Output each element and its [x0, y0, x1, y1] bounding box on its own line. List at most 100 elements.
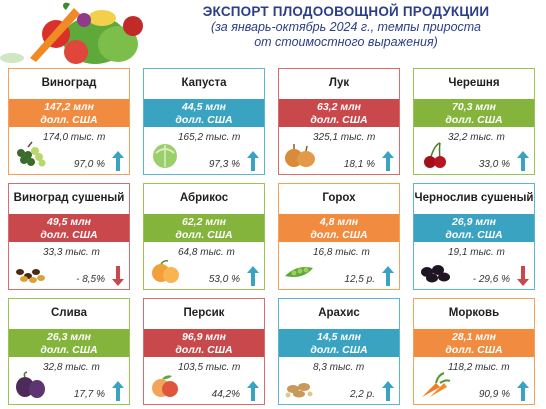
- card-name: Персик: [183, 307, 225, 319]
- card-volume: 118,2 тыс. т: [448, 362, 510, 373]
- card-name: Абрикос: [179, 192, 229, 204]
- vegetables-illustration: [0, 2, 143, 64]
- card-peach: Персик 96,9 млн долл. США 103,5 тыс. т 44…: [143, 298, 265, 405]
- card-value: 4,8 млн: [319, 216, 359, 228]
- arrow-up-icon: [517, 151, 529, 171]
- card-growth: 12,5 р.: [344, 274, 375, 285]
- arrow-up-icon: [382, 381, 394, 401]
- card-cherry: Черешня 70,3 млн долл. США 32,2 тыс. т 33…: [413, 68, 535, 175]
- card-value: 49,5 млн: [47, 216, 91, 228]
- card-growth: 2,2 р.: [349, 389, 375, 400]
- card-value: 96,9 млн: [182, 331, 226, 343]
- card-raisins: Виноград сушеный 49,5 млн долл. США 33,3 …: [8, 183, 130, 290]
- card-volume: 325,1 тыс. т: [313, 132, 376, 143]
- card-unit: долл. США: [175, 228, 233, 241]
- card-growth: 18,1 %: [343, 159, 375, 170]
- card-value: 28,1 млн: [452, 331, 496, 343]
- card-unit: долл. США: [175, 113, 233, 126]
- card-name: Капуста: [181, 77, 227, 89]
- grapes-icon: [17, 141, 46, 167]
- card-volume: 103,5 тыс. т: [178, 362, 241, 373]
- card-value: 26,3 млн: [47, 331, 91, 343]
- subtitle-line-2: от стоимостного выражения): [254, 35, 438, 49]
- card-value-band: 26,9 млн долл. США: [414, 214, 534, 242]
- card-volume: 64,8 тыс. т: [178, 247, 235, 258]
- card-apricot: Абрикос 62,2 млн долл. США 64,8 тыс. т 53…: [143, 183, 265, 290]
- arrow-up-icon: [112, 381, 124, 401]
- card-unit: долл. США: [175, 343, 233, 356]
- card-plum: Слива 26,3 млн долл. США 32,8 тыс. т 17,7…: [8, 298, 130, 405]
- card-prunes: Чернослив сушеный 26,9 млн долл. США 19,1…: [413, 183, 535, 290]
- card-value-band: 44,5 млн долл. США: [144, 99, 264, 127]
- card-volume: 174,0 тыс. т: [43, 132, 106, 143]
- card-value-band: 26,3 млн долл. США: [9, 329, 129, 357]
- card-volume: 165,2 тыс. т: [178, 132, 241, 143]
- arrow-up-icon: [382, 151, 394, 171]
- card-name: Виноград сушеный: [13, 192, 125, 204]
- arrow-up-icon: [247, 151, 259, 171]
- card-volume: 32,8 тыс. т: [43, 362, 100, 373]
- card-peanut: Арахис 14,5 млн долл. США 8,3 тыс. т 2,2 …: [278, 298, 400, 405]
- card-unit: долл. США: [310, 343, 368, 356]
- arrow-up-icon: [112, 151, 124, 171]
- card-growth: 33,0 %: [478, 159, 510, 170]
- card-unit: долл. США: [40, 113, 98, 126]
- card-volume: 8,3 тыс. т: [313, 362, 365, 373]
- prunes-icon: [421, 265, 450, 283]
- card-growth: - 29,6 %: [472, 274, 510, 285]
- card-value: 147,2 млн: [44, 101, 94, 113]
- arrow-up-icon: [517, 381, 529, 401]
- page-title: ЭКСПОРТ ПЛОДООВОЩНОЙ ПРОДУКЦИИ: [202, 4, 490, 19]
- card-value-band: 63,2 млн долл. США: [279, 99, 399, 127]
- card-name: Лук: [328, 77, 350, 89]
- card-unit: долл. США: [445, 113, 503, 126]
- card-name: Виноград: [41, 77, 97, 89]
- card-carrot: Морковь 28,1 млн долл. США 118,2 тыс. т 9…: [413, 298, 535, 405]
- card-unit: долл. США: [40, 343, 98, 356]
- peach-icon: [152, 375, 178, 397]
- card-volume: 33,3 тыс. т: [43, 247, 100, 258]
- card-name: Слива: [51, 307, 87, 319]
- card-growth: 17,7 %: [73, 389, 105, 400]
- card-name: Морковь: [448, 307, 500, 319]
- card-unit: долл. США: [310, 113, 368, 126]
- card-unit: долл. США: [445, 228, 503, 241]
- card-name: Арахис: [318, 307, 360, 319]
- card-value-band: 70,3 млн долл. США: [414, 99, 534, 127]
- subtitle-line-1: (за январь-октябрь 2024 г., темпы прирос…: [210, 20, 482, 34]
- card-value-band: 14,5 млн долл. США: [279, 329, 399, 357]
- apricot-icon: [152, 260, 179, 283]
- card-value: 26,9 млн: [452, 216, 496, 228]
- arrow-up-icon: [247, 266, 259, 286]
- card-unit: долл. США: [310, 228, 368, 241]
- arrow-up-icon: [247, 381, 259, 401]
- card-value: 62,2 млн: [182, 216, 226, 228]
- card-growth: 53,0 %: [208, 274, 240, 285]
- card-volume: 32,2 тыс. т: [448, 132, 505, 143]
- card-name: Черешня: [448, 77, 500, 89]
- card-onion: Лук 63,2 млн долл. США 325,1 тыс. т 18,1 …: [278, 68, 400, 175]
- card-growth: 90,9 %: [478, 389, 510, 400]
- peanut-icon: [285, 383, 313, 398]
- peas-icon: [285, 267, 313, 277]
- card-value-band: 62,2 млн долл. США: [144, 214, 264, 242]
- card-growth: - 8,5%: [76, 274, 105, 285]
- card-unit: долл. США: [40, 228, 98, 241]
- card-grapes: Виноград 147,2 млн долл. США 174,0 тыс. т…: [8, 68, 130, 175]
- cabbage-icon: [153, 144, 177, 168]
- card-name: Горох: [322, 192, 356, 204]
- arrow-down-icon: [517, 266, 529, 286]
- card-value: 44,5 млн: [182, 101, 226, 113]
- card-growth: 44,2%: [211, 389, 240, 400]
- card-unit: долл. США: [445, 343, 503, 356]
- carrot-icon: [422, 372, 451, 397]
- card-growth: 97,3 %: [208, 159, 240, 170]
- onion-icon: [285, 144, 315, 167]
- card-value-band: 4,8 млн долл. США: [279, 214, 399, 242]
- card-value: 14,5 млн: [317, 331, 361, 343]
- card-growth: 97,0 %: [73, 159, 105, 170]
- plum-icon: [16, 371, 45, 398]
- card-value-band: 147,2 млн долл. США: [9, 99, 129, 127]
- card-volume: 19,1 тыс. т: [448, 247, 505, 258]
- card-cabbage: Капуста 44,5 млн долл. США 165,2 тыс. т 9…: [143, 68, 265, 175]
